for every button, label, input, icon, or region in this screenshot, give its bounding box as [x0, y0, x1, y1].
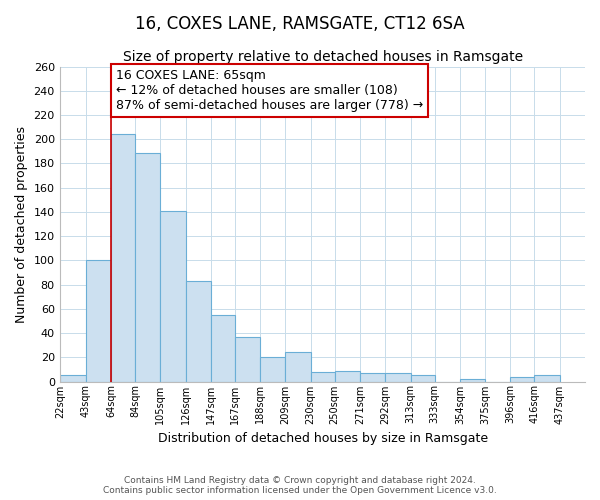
Text: 16 COXES LANE: 65sqm
← 12% of detached houses are smaller (108)
87% of semi-deta: 16 COXES LANE: 65sqm ← 12% of detached h… — [116, 69, 423, 112]
Bar — [311, 372, 335, 382]
Bar — [286, 352, 311, 382]
Bar — [160, 210, 185, 382]
Bar — [360, 373, 385, 382]
Text: Contains HM Land Registry data © Crown copyright and database right 2024.
Contai: Contains HM Land Registry data © Crown c… — [103, 476, 497, 495]
Bar — [460, 379, 485, 382]
Bar — [260, 358, 286, 382]
Title: Size of property relative to detached houses in Ramsgate: Size of property relative to detached ho… — [122, 50, 523, 64]
Bar — [211, 315, 235, 382]
Bar — [410, 376, 434, 382]
Bar — [511, 376, 535, 382]
Bar — [235, 336, 260, 382]
Bar — [535, 376, 560, 382]
Bar — [335, 370, 360, 382]
Bar — [111, 134, 135, 382]
Bar — [185, 281, 211, 382]
Bar — [135, 152, 160, 382]
Text: 16, COXES LANE, RAMSGATE, CT12 6SA: 16, COXES LANE, RAMSGATE, CT12 6SA — [135, 15, 465, 33]
X-axis label: Distribution of detached houses by size in Ramsgate: Distribution of detached houses by size … — [158, 432, 488, 445]
Y-axis label: Number of detached properties: Number of detached properties — [15, 126, 28, 322]
Bar — [86, 260, 111, 382]
Bar — [61, 376, 86, 382]
Bar — [385, 373, 410, 382]
